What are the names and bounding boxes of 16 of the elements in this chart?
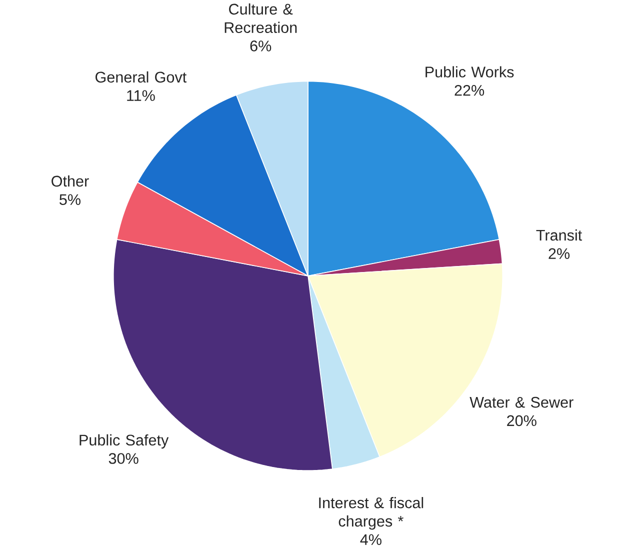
- data-label: 2%: [548, 248, 570, 259]
- data-label: 30%: [108, 452, 138, 464]
- data-label: 20%: [507, 415, 536, 426]
- data-label: 22%: [454, 84, 484, 96]
- data-label: 11%: [127, 90, 155, 101]
- slice-label: Culture & Recreation: [224, 3, 297, 33]
- slice-label: Other: [52, 175, 89, 186]
- data-label: 5%: [60, 194, 80, 205]
- slice-label: Water & Sewer: [470, 396, 574, 408]
- data-label: 4%: [360, 534, 382, 545]
- slice-label: Transit: [536, 229, 582, 240]
- slice-label: Interest & fiscal charges *: [319, 496, 424, 530]
- slice-label: Public Safety: [80, 434, 169, 448]
- slice-label: Public Works: [426, 66, 514, 78]
- data-label: 6%: [250, 40, 272, 52]
- slice-label: General Govt: [96, 71, 187, 82]
